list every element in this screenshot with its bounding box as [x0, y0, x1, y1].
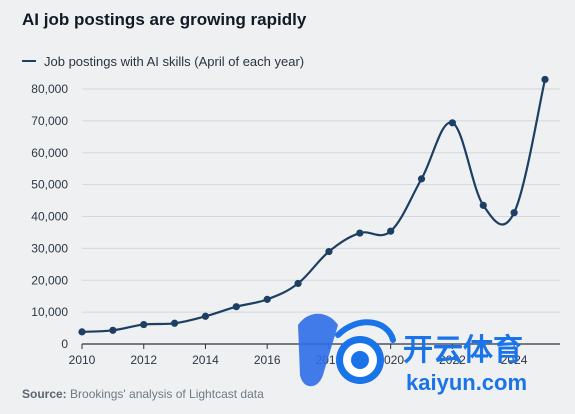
x-tick-label: 2012 — [130, 353, 157, 367]
y-tick-label: 40,000 — [31, 210, 68, 224]
x-tick-label: 2024 — [501, 353, 528, 367]
x-axis-ticks: 2010 2012 2014 2016 2018 2020 2022 2024 — [69, 344, 528, 367]
data-point — [201, 312, 210, 320]
x-tick-label: 2016 — [254, 353, 281, 367]
data-point — [78, 328, 86, 336]
source-text: Brookings' analysis of Lightcast data — [70, 387, 264, 401]
x-tick-label: 2018 — [316, 353, 343, 367]
x-tick-label: 2014 — [192, 353, 219, 367]
data-point — [541, 75, 549, 84]
data-point — [448, 119, 456, 127]
data-point — [232, 303, 240, 311]
data-point — [140, 320, 148, 329]
series-points — [78, 75, 549, 336]
x-tick-label: 2010 — [69, 353, 96, 367]
data-point — [417, 175, 426, 183]
y-tick-label: 70,000 — [31, 114, 68, 128]
chart-title: AI job postings are growing rapidly — [22, 10, 307, 29]
y-tick-label: 30,000 — [31, 241, 68, 255]
data-point — [109, 326, 117, 334]
series-line — [81, 79, 547, 333]
y-tick-label: 20,000 — [31, 273, 68, 287]
data-point — [263, 295, 271, 303]
x-tick-label: 2020 — [377, 353, 404, 367]
y-tick-label: 10,000 — [31, 305, 68, 319]
data-point — [356, 229, 364, 237]
data-point — [510, 209, 518, 217]
y-axis-ticks: 0 10,000 20,000 30,000 40,000 50,000 60,000 70,… — [31, 82, 68, 351]
y-tick-label: 0 — [61, 337, 68, 351]
y-tick-label: 60,000 — [31, 146, 68, 160]
data-point — [171, 319, 179, 327]
data-point — [387, 227, 395, 235]
legend-label: Job postings with AI skills (April of ea… — [44, 53, 305, 69]
source-note: Source: Brookings' analysis of Lightcast… — [22, 387, 264, 401]
x-tick-label: 2022 — [439, 353, 466, 367]
gridlines — [82, 88, 560, 345]
data-point — [294, 279, 302, 288]
data-point — [479, 201, 487, 209]
legend: Job postings with AI skills (April of ea… — [22, 52, 304, 70]
source-label: Source: — [22, 387, 67, 401]
y-tick-label: 50,000 — [31, 178, 68, 192]
y-tick-label: 80,000 — [31, 82, 68, 96]
data-point — [325, 247, 333, 256]
legend-swatch — [22, 60, 36, 62]
